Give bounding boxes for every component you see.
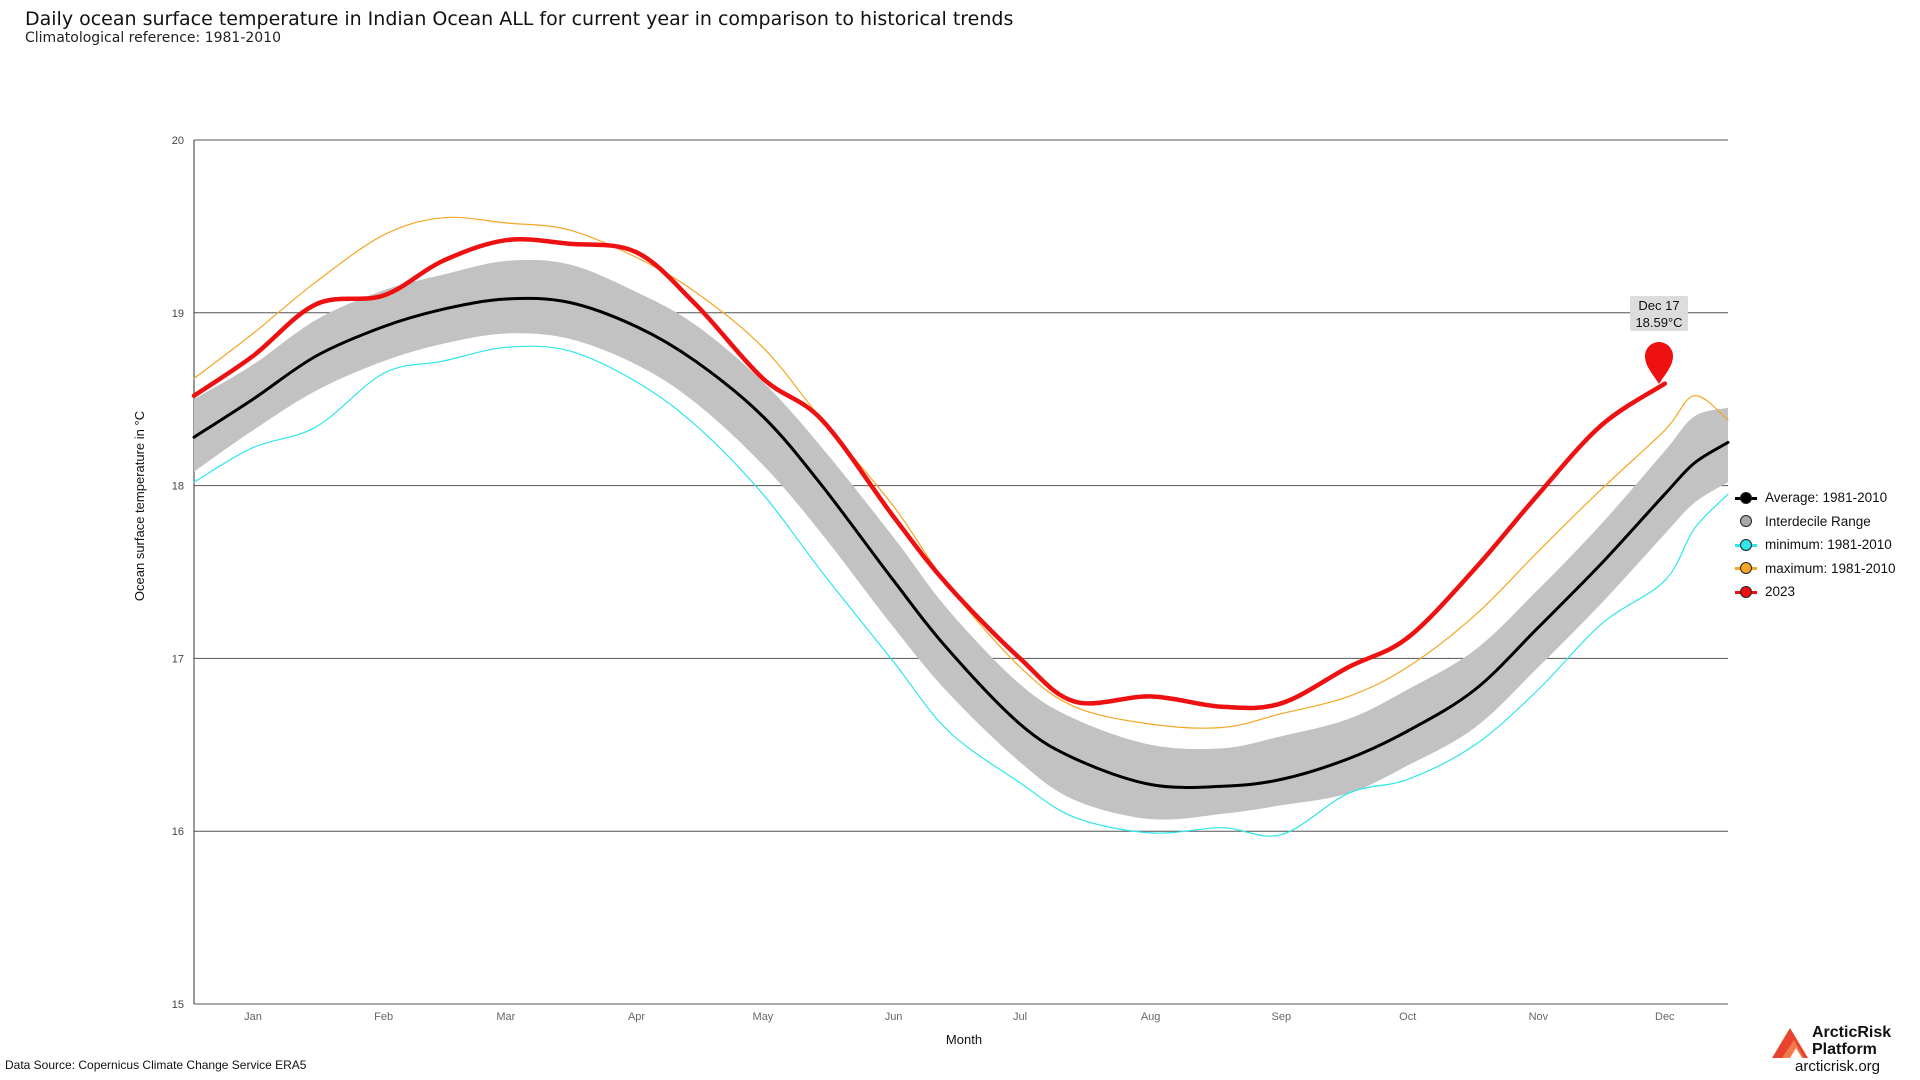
- location-pin-icon: [1645, 342, 1673, 384]
- y-tick-label: 20: [172, 135, 184, 147]
- legend-item-minimum[interactable]: minimum: 1981-2010: [1735, 533, 1896, 557]
- legend-label: maximum: 1981-2010: [1765, 560, 1896, 576]
- y-tick-label: 16: [172, 826, 184, 838]
- legend-marker-icon: [1735, 537, 1757, 553]
- x-tick-label: Sep: [1271, 1011, 1291, 1023]
- chart-subtitle: Climatological reference: 1981-2010: [25, 30, 281, 46]
- series-layer: [191, 216, 1730, 837]
- x-tick-label: Jan: [244, 1011, 262, 1023]
- x-tick-label: May: [753, 1011, 774, 1023]
- legend-marker-icon: [1735, 560, 1757, 576]
- tooltip-box: [1630, 296, 1688, 331]
- current-value-tooltip[interactable]: Dec 17 18.59°C: [1630, 296, 1688, 384]
- logo-url: arcticrisk.org: [1795, 1058, 1881, 1075]
- x-tick-label: Nov: [1529, 1011, 1549, 1023]
- tooltip-date: Dec 17: [1638, 298, 1679, 313]
- x-tick-label: Oct: [1399, 1011, 1416, 1023]
- y-tick-label: 19: [172, 308, 184, 320]
- x-tick-label: Dec: [1655, 1011, 1675, 1023]
- legend-label: Interdecile Range: [1765, 513, 1871, 529]
- x-tick-label: Jul: [1013, 1011, 1027, 1023]
- y-tick-label: 15: [172, 999, 184, 1011]
- average-line: [192, 296, 1730, 789]
- chart-title: Daily ocean surface temperature in India…: [25, 8, 1014, 30]
- mountain-logo-icon: [1772, 1028, 1808, 1058]
- legend-item-interdecile[interactable]: Interdecile Range: [1735, 510, 1896, 534]
- y-tick-label: 17: [172, 653, 184, 665]
- x-tick-labels: Jan Feb Mar Apr May Jun Jul Aug Sep Oct Nov Dec: [244, 1011, 1675, 1023]
- legend-label: 2023: [1765, 584, 1796, 600]
- tooltip-value: 18.59°C: [1635, 315, 1682, 330]
- x-tick-label: Apr: [628, 1011, 645, 1023]
- legend-item-2023[interactable]: 2023: [1735, 580, 1896, 604]
- y-axis-label: Ocean surface temperature in °C: [132, 411, 147, 601]
- x-axis-label: Month: [946, 1032, 982, 1047]
- current-year-line: [191, 236, 1668, 711]
- y-tick-label: 18: [172, 481, 184, 493]
- legend-label: minimum: 1981-2010: [1765, 537, 1892, 553]
- legend-marker-icon: [1735, 513, 1757, 529]
- legend-item-average[interactable]: Average: 1981-2010: [1735, 486, 1896, 510]
- y-tick-labels: 15 16 17 18 19 20: [172, 135, 184, 1011]
- legend-marker-icon: [1735, 584, 1757, 600]
- x-tick-label: Aug: [1141, 1011, 1161, 1023]
- data-source-note: Data Source: Copernicus Climate Change S…: [5, 1058, 307, 1072]
- interdecile-band: [194, 259, 1728, 820]
- x-tick-label: Feb: [374, 1011, 393, 1023]
- legend-marker-icon: [1735, 490, 1757, 506]
- legend: Average: 1981-2010 Interdecile Range min…: [1735, 486, 1896, 604]
- logo-name: ArcticRisk Platform: [1812, 1024, 1892, 1058]
- x-tick-label: Jun: [885, 1011, 903, 1023]
- minimum-line: [193, 345, 1729, 837]
- legend-item-maximum[interactable]: maximum: 1981-2010: [1735, 557, 1896, 581]
- arcticrisk-logo[interactable]: ArcticRisk Platform arcticrisk.org: [1770, 1024, 1900, 1075]
- x-tick-label: Mar: [496, 1011, 515, 1023]
- legend-label: Average: 1981-2010: [1765, 490, 1888, 506]
